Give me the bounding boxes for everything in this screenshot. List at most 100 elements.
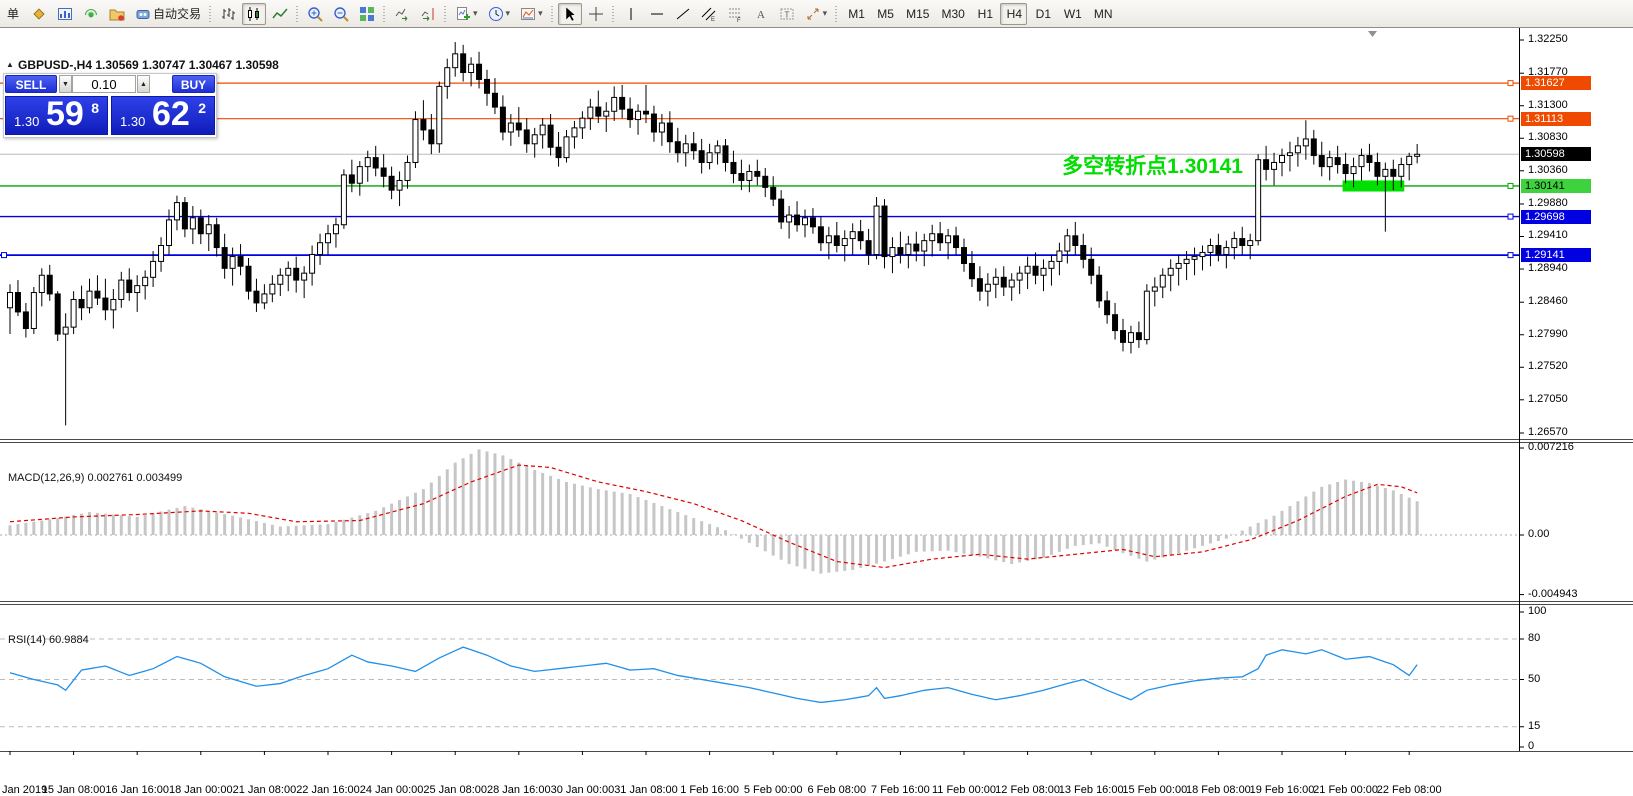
volume-input[interactable]: 0.10 xyxy=(72,75,136,93)
new-chart-button[interactable]: ▾ xyxy=(451,3,482,25)
signals-button[interactable] xyxy=(79,3,103,25)
hline-anchor[interactable] xyxy=(1507,182,1514,189)
horizontal-price-lines[interactable] xyxy=(0,80,1519,259)
hline-anchor[interactable] xyxy=(1507,115,1514,122)
tf-button-M1-label: M1 xyxy=(848,6,865,21)
new-order-button-clipped-label: 单 xyxy=(7,7,20,21)
sell-price-display[interactable]: 1.30 59 8 xyxy=(5,95,108,135)
tf-button-M5[interactable]: M5 xyxy=(871,3,898,25)
zoom-out-icon xyxy=(333,6,349,22)
tf-button-M15[interactable]: M15 xyxy=(900,3,933,25)
cursor-button[interactable] xyxy=(557,2,582,25)
candles-chart-button[interactable] xyxy=(242,2,267,25)
highlight-rectangle[interactable] xyxy=(1342,180,1405,192)
history-center-button[interactable] xyxy=(105,3,129,25)
rsi-tick-100: 100 xyxy=(1528,605,1547,617)
crosshair-icon xyxy=(588,6,604,22)
dropdown-caret-icon[interactable]: ▾ xyxy=(822,8,828,18)
line-chart-button[interactable] xyxy=(268,3,292,25)
new-order-icon xyxy=(31,6,47,22)
equidistant-channel-button[interactable]: E xyxy=(697,3,721,25)
price-tick-1.30360: 1.30360 xyxy=(1528,163,1568,176)
hline-anchor[interactable] xyxy=(1507,213,1514,220)
text-icon: A xyxy=(753,6,769,22)
chart-shift-button[interactable] xyxy=(416,3,440,25)
tf-button-MN[interactable]: MN xyxy=(1088,3,1117,25)
horizontal-line-button[interactable] xyxy=(645,3,669,25)
tf-button-M30[interactable]: M30 xyxy=(935,3,968,25)
volume-increase-icon[interactable]: ▲ xyxy=(137,75,150,93)
trade-panel-collapse-icon[interactable]: ▲ xyxy=(6,60,14,69)
price-tick-1.28940: 1.28940 xyxy=(1528,262,1568,275)
buy-button[interactable]: BUY xyxy=(172,75,215,93)
zoom-out-button[interactable] xyxy=(329,3,353,25)
dropdown-caret-icon[interactable]: ▾ xyxy=(473,8,478,18)
price-tag-1.30141: 1.30141 xyxy=(1521,178,1591,193)
buy-price-handle: 1.30 xyxy=(120,114,146,129)
bars-chart-button[interactable] xyxy=(216,3,240,25)
toolbar-grip xyxy=(294,3,302,24)
horizontal-line-icon xyxy=(649,6,665,22)
fibonacci-button[interactable]: F xyxy=(723,3,747,25)
time-label-22-Feb-08-00: 22 Feb 08:00 xyxy=(1376,784,1442,796)
text-button[interactable]: A xyxy=(749,3,773,25)
volume-decrease-icon[interactable]: ▼ xyxy=(59,75,72,93)
tile-windows-icon xyxy=(359,6,375,22)
price-tick-1.27990: 1.27990 xyxy=(1528,327,1568,340)
autotrading-button[interactable]: 自动交易 xyxy=(131,3,205,25)
symbol-ohlc-title: GBPUSD-,H4 1.30569 1.30747 1.30467 1.305… xyxy=(18,58,279,72)
templates-menu-button[interactable]: ▾ xyxy=(516,3,547,25)
bars-chart-icon xyxy=(220,6,236,22)
zoom-in-button[interactable] xyxy=(303,3,327,25)
tf-button-H4[interactable]: H4 xyxy=(999,2,1027,25)
price-tag-1.31113: 1.31113 xyxy=(1521,111,1591,126)
rsi-line xyxy=(9,646,1418,704)
chart-area[interactable]: ▲ GBPUSD-,H4 1.30569 1.30747 1.30467 1.3… xyxy=(0,27,1633,796)
dropdown-caret-icon[interactable]: ▾ xyxy=(505,8,511,18)
crosshair-button[interactable] xyxy=(584,3,608,25)
price-tag-1.30598: 1.30598 xyxy=(1521,147,1591,162)
sell-price-pips: 59 xyxy=(46,95,84,133)
auto-scroll-button[interactable] xyxy=(390,3,414,25)
toolbar-grip xyxy=(442,3,450,24)
sell-button[interactable]: SELL xyxy=(5,75,57,93)
trendline-button[interactable] xyxy=(671,3,695,25)
tile-windows-button[interactable] xyxy=(355,3,379,25)
pane-borders xyxy=(0,27,1633,755)
chart-window-button[interactable] xyxy=(53,3,77,25)
price-tick-1.31770: 1.31770 xyxy=(1528,66,1568,79)
macd-tick--0.004943: -0.004943 xyxy=(1528,587,1578,600)
hline-anchor[interactable] xyxy=(1507,80,1514,87)
chart-canvas[interactable] xyxy=(0,27,1633,771)
chart-shift-marker-icon[interactable] xyxy=(1368,31,1377,37)
text-label-button[interactable]: T xyxy=(775,3,799,25)
price-tag-1.29698: 1.29698 xyxy=(1521,209,1591,224)
hline-anchor[interactable] xyxy=(1,252,7,259)
svg-text:T: T xyxy=(784,10,789,19)
one-click-trade-panel: SELL ▼ 0.10 ▲ BUY 1.30 59 8 1.30 62 2 xyxy=(3,73,217,138)
macd-tick-0.007216: 0.007216 xyxy=(1528,440,1574,453)
autotrading-icon xyxy=(135,6,151,22)
tf-button-W1[interactable]: W1 xyxy=(1058,3,1086,25)
periods-menu-button[interactable]: ▾ xyxy=(484,3,515,25)
pivot-annotation-text[interactable]: 多空转折点1.30141 xyxy=(1062,155,1243,178)
chart-window-icon xyxy=(57,6,73,22)
signals-icon xyxy=(83,6,99,22)
arrows-button[interactable]: ▾ xyxy=(801,3,832,25)
tf-button-H1[interactable]: H1 xyxy=(971,3,998,25)
svg-text:E: E xyxy=(711,17,715,22)
tf-button-M1[interactable]: M1 xyxy=(842,3,869,25)
vertical-line-button[interactable] xyxy=(619,3,643,25)
hline-anchor[interactable] xyxy=(1507,252,1514,259)
vertical-line-icon xyxy=(623,6,639,22)
rsi-indicator-label: RSI(14) 60.9884 xyxy=(8,634,89,646)
buy-price-display[interactable]: 1.30 62 2 xyxy=(111,95,215,135)
new-order-button[interactable] xyxy=(27,3,51,25)
cursor-icon xyxy=(562,5,578,22)
dropdown-caret-icon[interactable]: ▾ xyxy=(538,8,543,18)
tf-button-D1[interactable]: D1 xyxy=(1029,3,1056,25)
new-order-button-clipped[interactable]: 单 xyxy=(1,3,25,25)
rsi-tick-0: 0 xyxy=(1528,740,1535,752)
autotrading-button-label: 自动交易 xyxy=(153,7,202,21)
